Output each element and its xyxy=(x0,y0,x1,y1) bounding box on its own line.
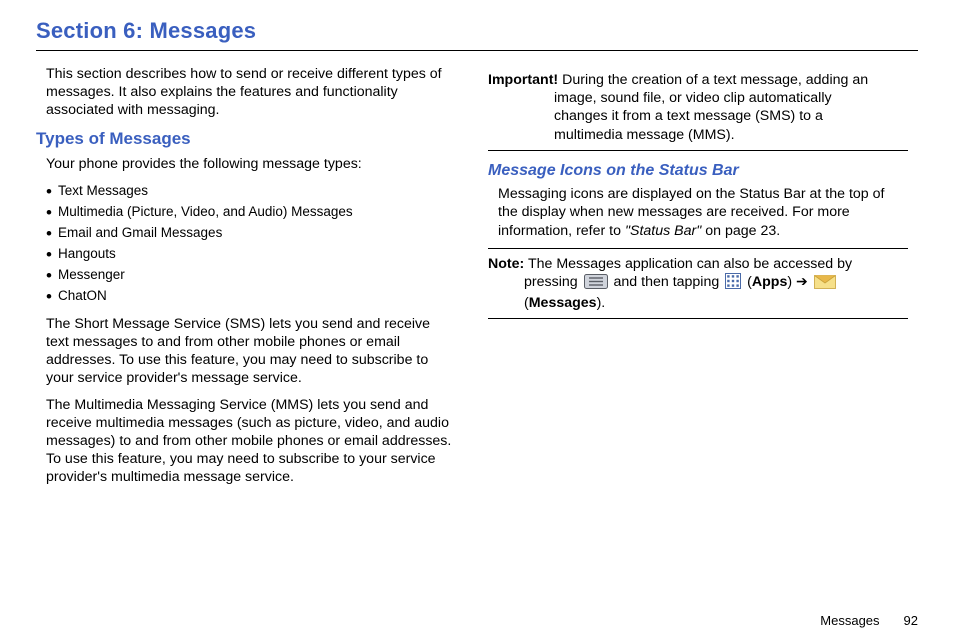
title-rule xyxy=(36,50,918,51)
important-line4: multimedia message (MMS). xyxy=(488,126,908,144)
note-text-1: The Messages application can also be acc… xyxy=(524,256,852,272)
intro-paragraph: This section describes how to send or re… xyxy=(36,65,456,120)
apps-bold: Apps xyxy=(752,274,787,290)
list-item: Email and Gmail Messages xyxy=(46,223,456,244)
note-callout: Note: The Messages application can also … xyxy=(488,248,908,320)
note-text-3b: ). xyxy=(597,295,606,311)
list-item: Multimedia (Picture, Video, and Audio) M… xyxy=(46,202,456,223)
message-types-list: Text Messages Multimedia (Picture, Video… xyxy=(36,181,456,307)
messages-envelope-icon xyxy=(814,274,836,294)
list-item: Text Messages xyxy=(46,181,456,202)
right-column: Important! During the creation of a text… xyxy=(488,65,908,495)
important-line3: changes it from a text message (SMS) to … xyxy=(488,107,908,125)
important-line1: Important! During the creation of a text… xyxy=(488,71,908,89)
note-line2: pressing and then tapping xyxy=(488,273,908,294)
note-text-2a: pressing xyxy=(524,274,582,290)
footer-section-label: Messages xyxy=(820,613,879,628)
status-bar-heading: Message Icons on the Status Bar xyxy=(488,161,908,181)
manual-page: Section 6: Messages This section describ… xyxy=(0,0,954,636)
home-button-icon xyxy=(584,274,608,294)
important-callout: Important! During the creation of a text… xyxy=(488,65,908,151)
note-line1: Note: The Messages application can also … xyxy=(488,255,908,273)
footer-page-number: 92 xyxy=(904,613,918,628)
note-line3: (Messages). xyxy=(488,294,908,312)
status-bar-ref: "Status Bar" xyxy=(625,223,701,239)
page-footer: Messages 92 xyxy=(820,613,918,628)
status-text-b: on page 23. xyxy=(701,223,780,239)
apps-grid-icon xyxy=(725,273,741,294)
types-heading: Types of Messages xyxy=(36,128,456,150)
note-text-2d: ) ➔ xyxy=(787,274,812,290)
types-lead: Your phone provides the following messag… xyxy=(36,155,456,173)
two-column-layout: This section describes how to send or re… xyxy=(36,65,918,495)
important-label: Important! xyxy=(488,72,558,88)
mms-paragraph: The Multimedia Messaging Service (MMS) l… xyxy=(36,396,456,487)
messages-bold: Messages xyxy=(529,295,597,311)
section-title: Section 6: Messages xyxy=(36,18,918,44)
note-label: Note: xyxy=(488,256,524,272)
important-text-1: During the creation of a text message, a… xyxy=(558,72,868,88)
list-item: Messenger xyxy=(46,265,456,286)
list-item: Hangouts xyxy=(46,244,456,265)
status-bar-paragraph: Messaging icons are displayed on the Sta… xyxy=(488,185,908,240)
sms-paragraph: The Short Message Service (SMS) lets you… xyxy=(36,315,456,388)
list-item: ChatON xyxy=(46,286,456,307)
note-text-2b: and then tapping xyxy=(614,274,724,290)
important-line2: image, sound file, or video clip automat… xyxy=(488,89,908,107)
left-column: This section describes how to send or re… xyxy=(36,65,456,495)
